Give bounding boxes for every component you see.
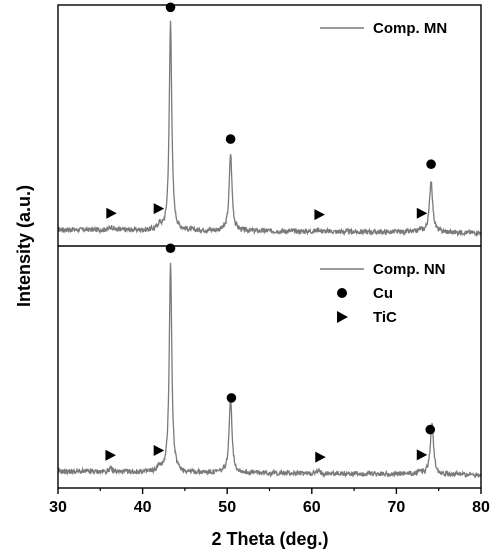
series-line-bottom [57,262,482,479]
legend-label: Comp. NN [373,261,446,278]
x-tick-label: 60 [303,499,321,516]
tic-peak-marker [314,209,325,221]
x-axis-ticks: 30 40 50 60 70 80 [49,488,490,516]
y-axis-title: Intensity (a.u.) [14,185,34,307]
tic-peak-marker [153,203,165,215]
tic-peak-marker [105,449,116,461]
legend-label: TiC [373,309,397,326]
cu-peak-marker [426,159,436,170]
cu-peak-marker [165,243,176,254]
x-tick-label: 40 [134,499,152,516]
tic-peak-marker [153,445,165,457]
cu-peak-marker [226,393,237,403]
legend-circle-swatch [337,288,347,298]
legend-triangle-swatch [337,311,348,323]
x-tick-label: 30 [49,499,67,516]
x-axis-title: 2 Theta (deg.) [211,529,328,549]
tic-peak-marker [315,451,326,463]
series-line-top [57,20,482,238]
tic-peak-marker [416,449,428,461]
legend-label: Cu [373,285,393,302]
cu-peak-marker [425,424,436,435]
cu-peak-marker [225,134,236,144]
bottom-panel: Comp. NN Cu TiC [57,243,482,479]
top-panel: Comp. MN [57,2,482,238]
tic-peak-marker [416,207,428,219]
x-tick-label: 70 [388,499,406,516]
cu-peak-marker [165,2,176,13]
x-tick-label: 50 [218,499,236,516]
x-tick-label: 80 [472,499,490,516]
legend-label: Comp. MN [373,20,447,37]
tic-peak-marker [106,207,117,219]
